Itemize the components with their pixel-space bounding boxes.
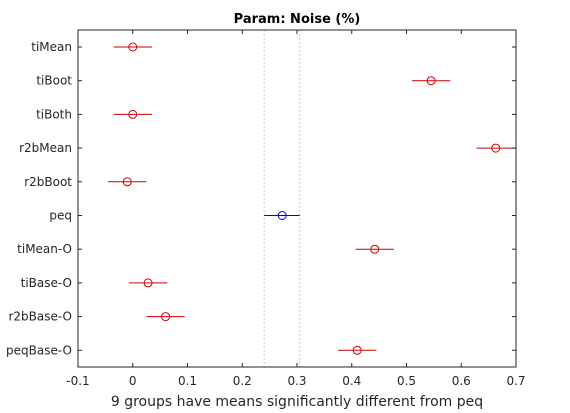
mean-marker [352,345,362,355]
mean-marker [143,278,153,288]
y-tick-label: peqBase-O [6,343,72,357]
x-axis-label: 9 groups have means significantly differ… [111,394,483,410]
x-tick-label: 0.6 [452,374,471,388]
x-tick-label: 0.5 [397,374,416,388]
y-tick-label: r2bBase-O [8,310,72,324]
y-tick-label: tiMean [31,40,72,54]
mean-marker [370,244,380,254]
y-tick-label: peq [49,209,72,223]
y-tick-label: r2bMean [19,141,72,155]
x-tick-label: -0.1 [66,374,89,388]
y-tick-label: tiBase-O [21,276,72,290]
y-tick-label: tiBoth [36,107,72,121]
x-tick-label: 0.7 [506,374,525,388]
x-tick-label: 0.3 [287,374,306,388]
mean-marker [277,211,287,220]
y-tick-label: tiBoot [36,74,72,88]
y-tick-label: r2bBoot [24,175,72,189]
y-axis: tiMean tiBoot tiBoth r2bMean r2bBoot peq tiMea… [6,40,516,357]
mean-marker [426,76,436,86]
x-axis: -0.1 0 0.1 0.2 0.3 0.4 0.5 0.6 0.7 [66,30,526,388]
interval-layer [108,42,516,355]
mean-marker [161,312,171,322]
chart-title: Param: Noise (%) [234,12,361,27]
x-tick-label: 0.2 [233,374,252,388]
x-tick-label: 0.4 [342,374,361,388]
mean-marker [128,42,138,52]
mean-marker [128,109,138,119]
mean-marker [491,143,501,153]
x-tick-label: 0.1 [178,374,197,388]
reference-lines [263,30,301,367]
mean-marker [122,177,132,187]
y-tick-label: tiMean-O [17,242,72,256]
x-tick-label: 0 [129,374,137,388]
